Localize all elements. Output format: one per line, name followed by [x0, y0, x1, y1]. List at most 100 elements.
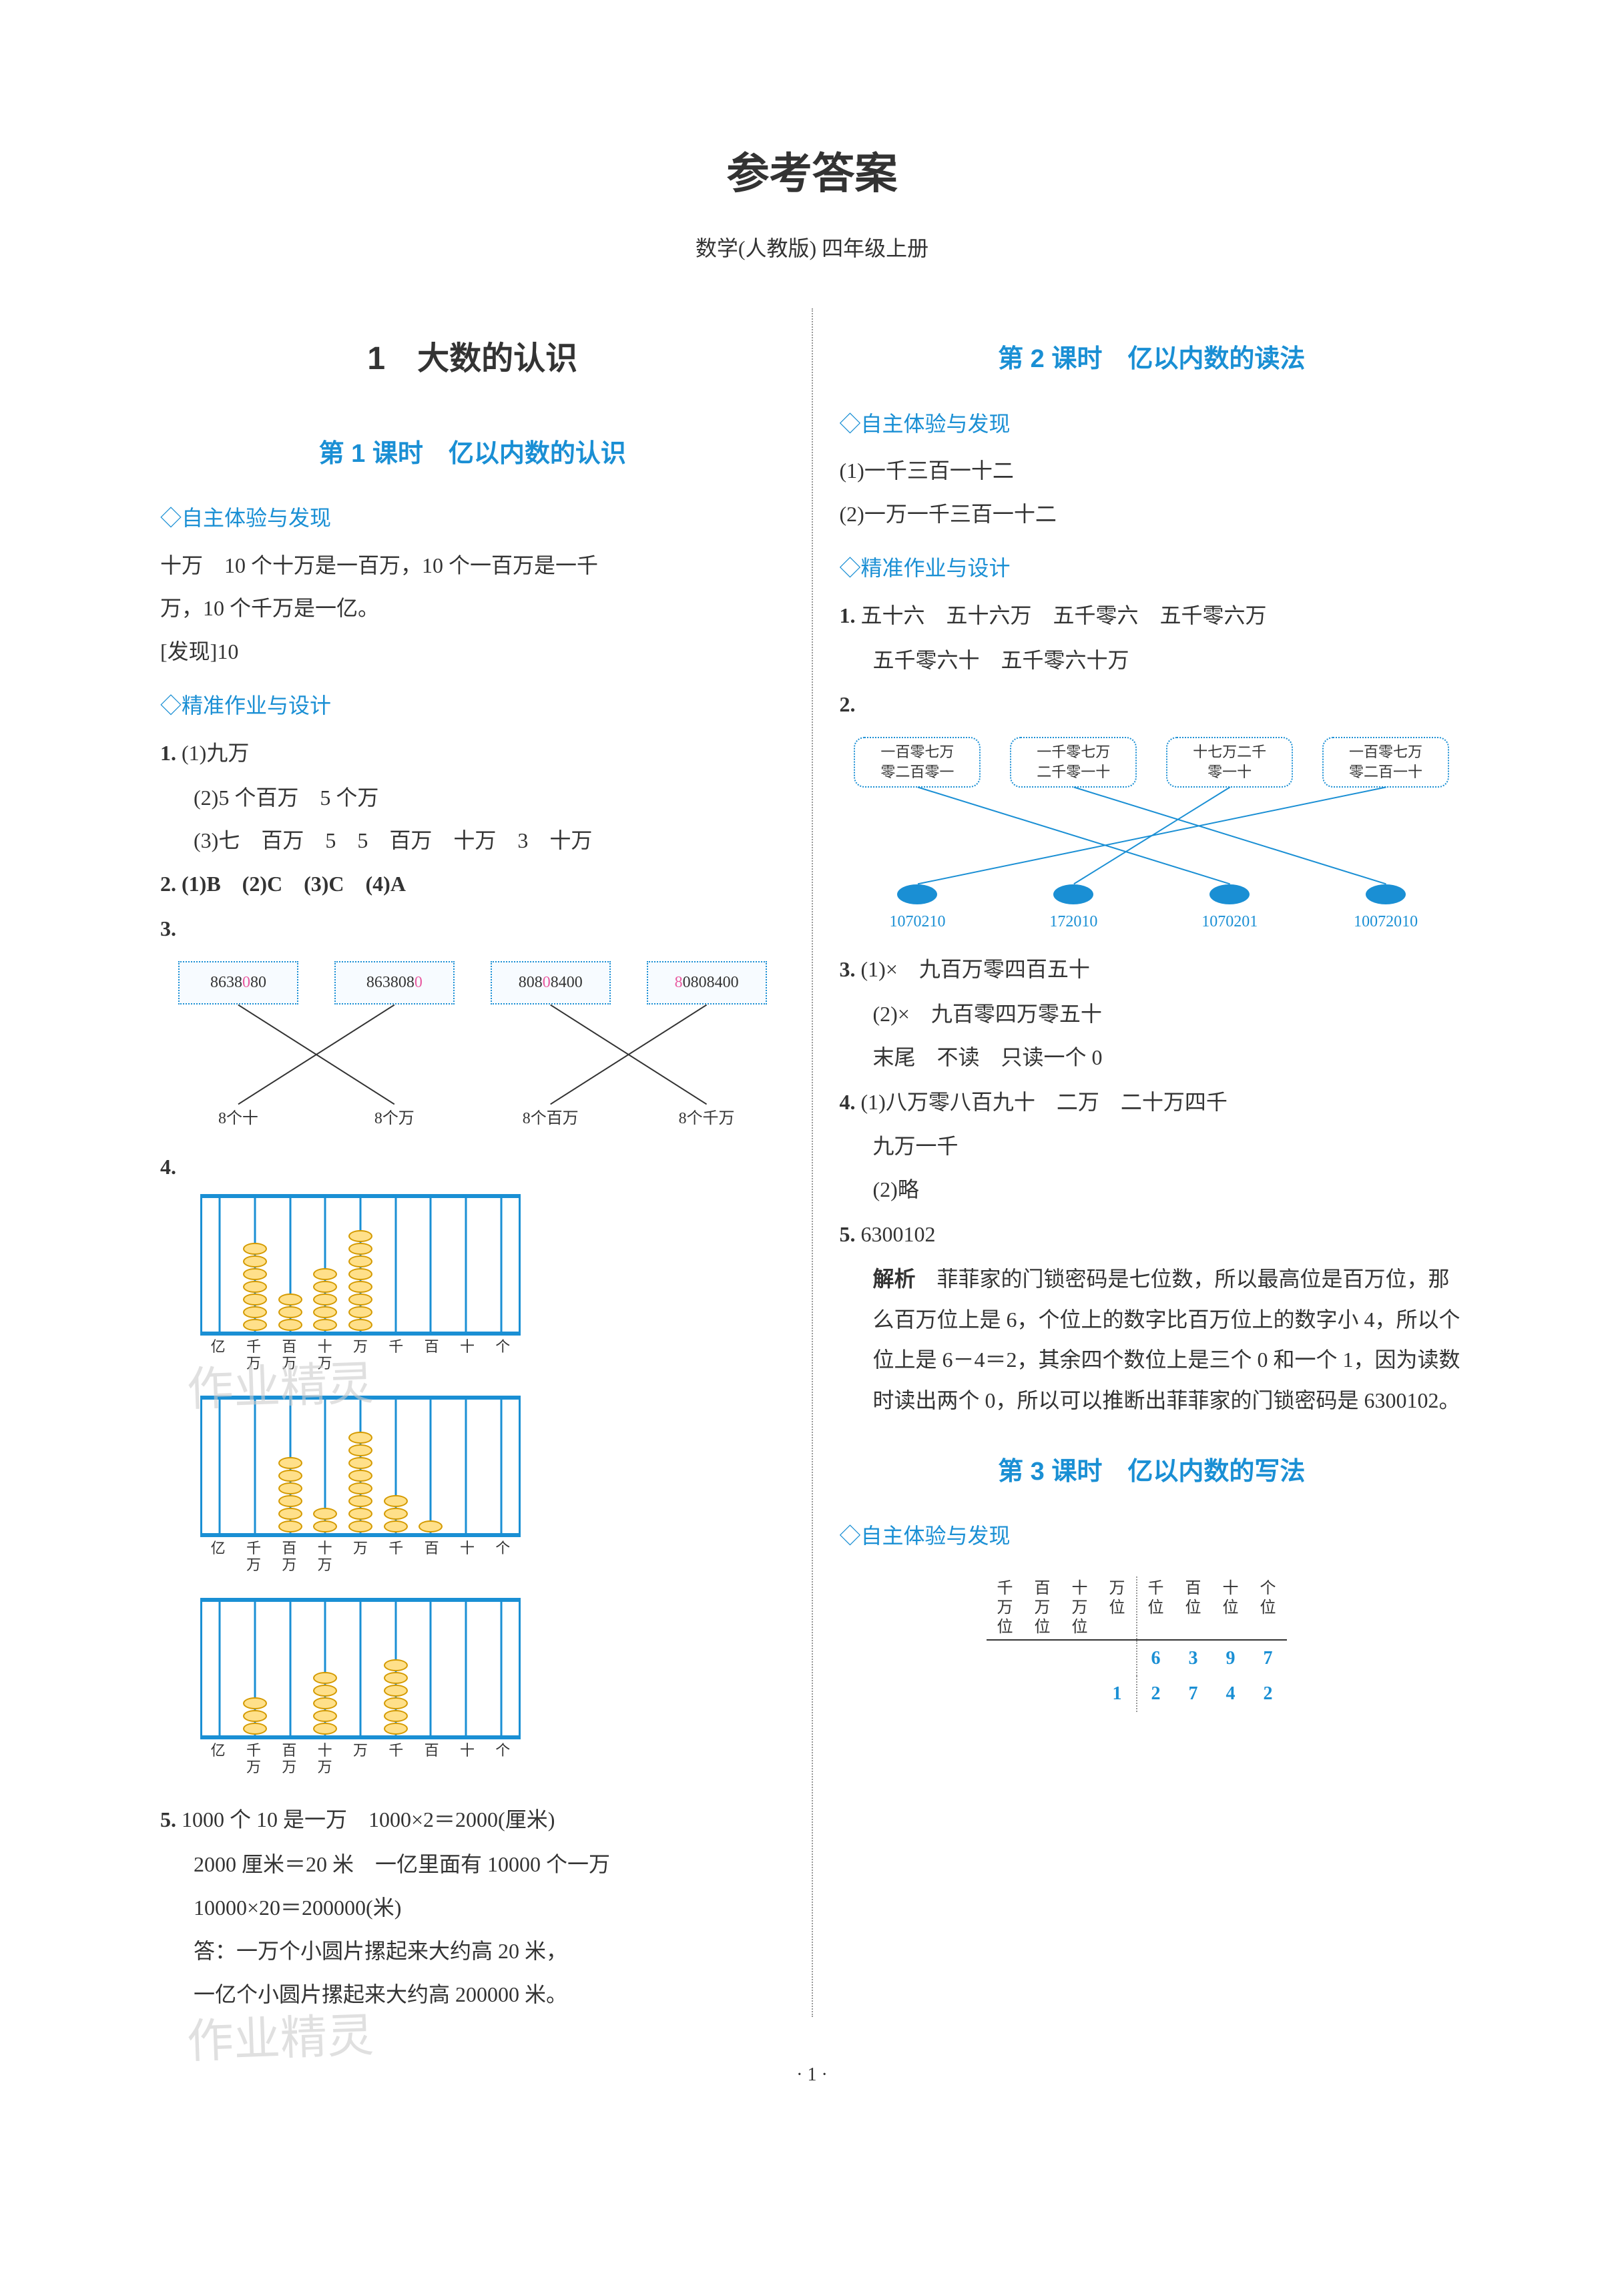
bead: [348, 1243, 372, 1255]
place-header: 千位: [1137, 1576, 1175, 1639]
bead: [313, 1697, 337, 1709]
r-q4-label: 4.: [840, 1090, 856, 1114]
r-q3-1: (1)× 九百万零四百五十: [861, 957, 1090, 981]
place-header: 十位: [1212, 1576, 1250, 1639]
fish-box: 10072010: [1336, 884, 1436, 938]
bead: [348, 1520, 372, 1532]
number-box: 8638080: [334, 961, 455, 1005]
section-self-study: ◇自主体验与发现: [840, 1516, 1464, 1556]
place-digit: [1061, 1641, 1099, 1676]
abacus-rod: [238, 1400, 273, 1533]
cloud-box: 十七万二千零一十: [1166, 737, 1293, 787]
place-header: 个位: [1250, 1576, 1287, 1639]
place-value-table: 千万位百万位十万位万位千位百位十位个位: [987, 1576, 1287, 1641]
place-header: 万位: [1099, 1576, 1136, 1639]
place-digit: 2: [1250, 1676, 1287, 1711]
abacus-rod: [449, 1400, 484, 1533]
bead: [313, 1685, 337, 1697]
abacus-rod: [238, 1602, 273, 1735]
bead: [348, 1470, 372, 1482]
fish-box: 1070210: [867, 884, 967, 938]
bead: [348, 1294, 372, 1306]
bead: [313, 1672, 337, 1684]
bead: [243, 1268, 267, 1280]
r-q4-2: (2)略: [840, 1169, 1464, 1210]
bead: [243, 1281, 267, 1293]
section-self-study: ◇自主体验与发现: [840, 404, 1464, 445]
section-self-study: ◇自主体验与发现: [160, 498, 785, 539]
r-q1-2: 五千零六十 五千零六十万: [840, 640, 1464, 681]
abacus: [200, 1194, 521, 1336]
abacus-rod: [483, 1602, 519, 1735]
r-q5: 5. 6300102: [840, 1214, 1464, 1255]
bead: [278, 1319, 302, 1331]
r-q3-2: (2)× 九百零四万零五十: [840, 994, 1464, 1035]
place-digit: 2: [1137, 1676, 1175, 1711]
q5-line1: 1000 个 10 是一万 1000×2＝2000(厘米): [182, 1807, 555, 1831]
text-line: 万，10 个千万是一亿。: [160, 588, 785, 629]
bead: [313, 1520, 337, 1532]
place-digit: [1024, 1641, 1061, 1676]
label-box: 8个百万: [501, 1104, 601, 1135]
explain-label: 解析: [873, 1267, 916, 1291]
place-digit: 4: [1212, 1676, 1250, 1711]
abacus-rod: [413, 1400, 449, 1533]
bead: [348, 1432, 372, 1444]
lesson2-title: 第 2 课时 亿以内数的读法: [840, 335, 1464, 383]
bead: [348, 1281, 372, 1293]
a-2: (2)一万一千三百一十二: [840, 494, 1464, 535]
bead: [243, 1306, 267, 1318]
abacus-rod: [272, 1198, 308, 1332]
r-q3-label: 3.: [840, 957, 856, 981]
label-box: 8个千万: [657, 1104, 757, 1135]
place-digit: 7: [1175, 1676, 1212, 1711]
two-column-layout: 1 大数的认识 第 1 课时 亿以内数的认识 ◇自主体验与发现 十万 10 个十…: [133, 308, 1491, 2017]
abacus-rod: [343, 1400, 378, 1533]
page-number: · 1 ·: [133, 2057, 1491, 2092]
bead: [243, 1723, 267, 1735]
r-q1-label: 1.: [840, 603, 856, 627]
page-subtitle: 数学(人教版) 四年级上册: [133, 228, 1491, 269]
bead: [348, 1306, 372, 1318]
text-line: 十万 10 个十万是一百万，10 个一百万是一千: [160, 545, 785, 586]
abacus-rod: [308, 1602, 343, 1735]
q5: 5. 1000 个 10 是一万 1000×2＝2000(厘米): [160, 1799, 785, 1840]
q5-line2: 2000 厘米＝20 米 一亿里面有 10000 个一万: [160, 1844, 785, 1885]
bead: [384, 1508, 408, 1520]
bead: [278, 1482, 302, 1494]
bead: [348, 1255, 372, 1267]
bead: [278, 1495, 302, 1507]
abacus-rod: [483, 1198, 519, 1332]
abacus-labels: 亿千万百万十万万千百十个: [200, 1742, 521, 1776]
q2-text: 2. (1)B (2)C (3)C (4)A: [160, 872, 406, 896]
bead: [348, 1268, 372, 1280]
place-header: 百位: [1175, 1576, 1212, 1639]
abacus-rod: [202, 1400, 238, 1533]
bead: [348, 1444, 372, 1456]
fish-box: 172010: [1023, 884, 1123, 938]
abacus-rod: [378, 1602, 413, 1735]
bead: [313, 1306, 337, 1318]
bead: [384, 1710, 408, 1722]
label-box: 8个十: [188, 1104, 288, 1135]
q1-3: (3)七 百万 5 5 百万 十万 3 十万: [160, 820, 785, 861]
place-digit: [1099, 1641, 1136, 1676]
matching-diagram-q3: 863808086380808080840080808400 8个十8个万8个百…: [160, 961, 785, 1135]
q5-label: 5.: [160, 1807, 176, 1831]
place-digit: [987, 1641, 1024, 1676]
bead: [243, 1710, 267, 1722]
place-digit: 6: [1137, 1641, 1175, 1676]
q5-line5: 一亿个小圆片摞起来大约高 200000 米。: [160, 1974, 785, 2015]
place-value-row: 6397: [987, 1641, 1464, 1676]
page-title: 参考答案: [133, 133, 1491, 215]
bead: [278, 1294, 302, 1306]
abacus-rod: [413, 1198, 449, 1332]
number-box: 80808400: [491, 961, 611, 1005]
abacus-rod: [202, 1198, 238, 1332]
bead: [243, 1697, 267, 1709]
bead: [278, 1470, 302, 1482]
bead: [243, 1255, 267, 1267]
abacus: [200, 1598, 521, 1739]
section-homework: ◇精准作业与设计: [840, 548, 1464, 589]
r-q2-label: 2.: [840, 684, 1464, 725]
